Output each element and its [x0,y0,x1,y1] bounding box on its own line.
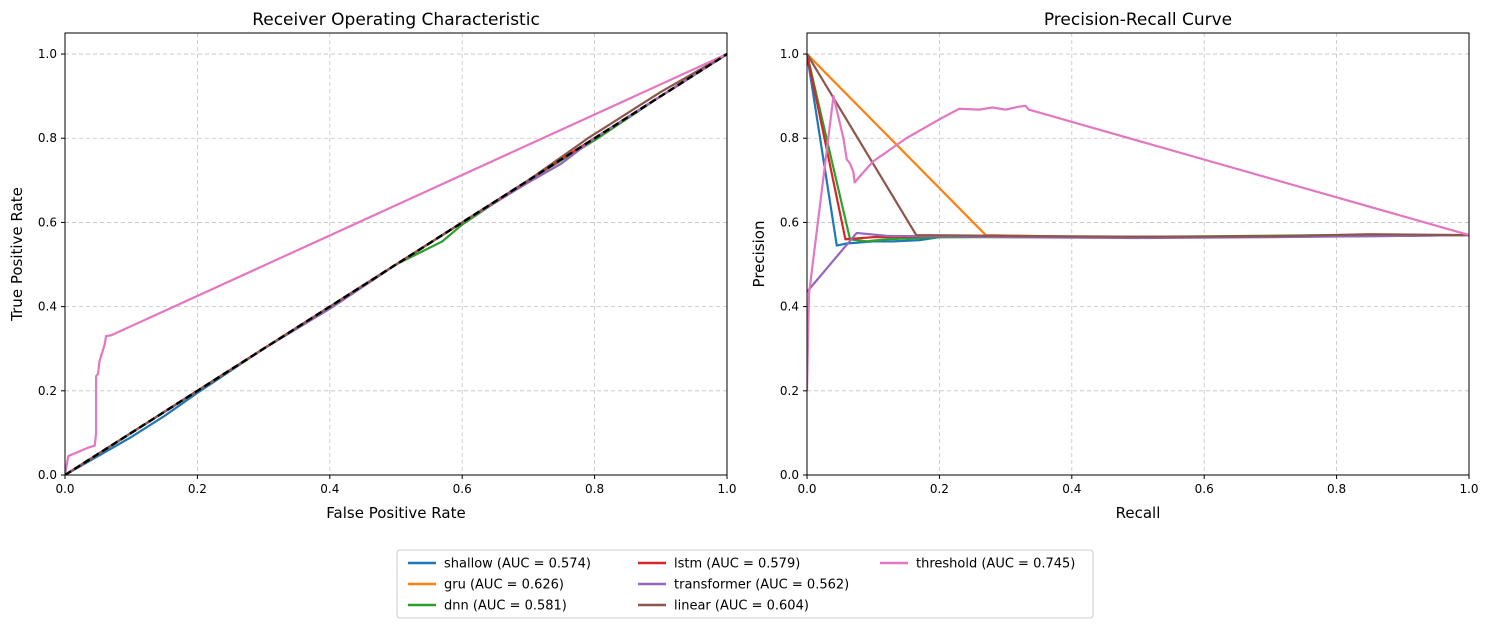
pr-y-axis-label: Precision [750,221,768,288]
pr-ytick-label: 0.2 [780,384,799,398]
pr-series-lstm [807,53,1469,241]
pr-series-linear [807,53,1469,238]
legend-label-gru: gru (AUC = 0.626) [444,578,564,593]
pr-xtick-label: 0.0 [797,482,816,496]
roc-series-baseline [65,53,727,475]
legend-item-dnn: dnn (AUC = 0.581) [408,599,567,614]
legend-label-threshold: threshold (AUC = 0.745) [916,557,1075,572]
roc-chart: 0.00.0 0.2 0.2 0.4 0.4 0.6 0.6 0.8 0.8 1.0 1.0 Rece… [8,10,737,522]
pr-axes-frame [806,32,1470,476]
roc-ytick-label: 0.2 [38,384,57,398]
pr-xtick-label: 0.4 [1062,482,1081,496]
pr-series-transformer [807,231,1469,293]
pr-xtick-label: 0.6 [1195,482,1214,496]
legend-label-dnn: dnn (AUC = 0.581) [444,599,567,614]
pr-ytick-label: 0.8 [780,131,799,145]
legend-item-lstm: lstm (AUC = 0.579) [638,557,800,572]
roc-xtick-label: 0.2 [188,482,207,496]
legend-item-linear: linear (AUC = 0.604) [638,599,809,614]
pr-ytick-label: 0.0 [780,468,799,482]
pr-ytick-label: 1.0 [780,47,799,61]
legend-item-threshold: threshold (AUC = 0.745) [880,557,1075,572]
roc-axes-frame [64,32,728,476]
pr-series-threshold [807,95,1469,391]
legend-label-shallow: shallow (AUC = 0.574) [444,557,591,572]
pr-series-dnn [807,53,1469,243]
roc-ytick-label: 0.4 [38,300,57,314]
pr-xtick-label: 1.0 [1459,482,1478,496]
roc-xtick-label: 0.4 [320,482,339,496]
pr-ytick-label: 0.4 [780,300,799,314]
roc-xtick-label: 0.0 [55,482,74,496]
pr-ytick-label: 0.6 [780,215,799,229]
roc-x-axis-label: False Positive Rate [326,504,465,522]
roc-ytick-label: 0.8 [38,131,57,145]
pr-xtick-label: 0.8 [1327,482,1346,496]
roc-xtick-label: 1.0 [717,482,736,496]
legend-label-linear: linear (AUC = 0.604) [674,599,809,614]
pr-xtick-label: 0.2 [930,482,949,496]
pr-series-gru [807,53,1469,238]
legend-box [396,549,1094,619]
legend-item-gru: gru (AUC = 0.626) [408,578,564,593]
roc-xtick-label: 0.8 [585,482,604,496]
legend-label-transformer: transformer (AUC = 0.562) [674,578,849,593]
pr-x-axis-label: Recall [1116,504,1161,522]
roc-y-axis-label: True Positive Rate [8,187,26,322]
legend-label-lstm: lstm (AUC = 0.579) [674,557,800,572]
pr-chart: 0.00.0 0.2 0.2 0.4 0.4 0.6 0.6 0.8 0.8 1.0 1.0 Prec… [750,10,1479,522]
pr-chart-title: Precision-Recall Curve [1044,10,1232,30]
roc-ytick-label: 0.6 [38,215,57,229]
roc-ytick-label: 1.0 [38,47,57,61]
legend-item-shallow: shallow (AUC = 0.574) [408,557,591,572]
roc-xtick-label: 0.6 [453,482,472,496]
roc-chart-title: Receiver Operating Characteristic [252,10,540,30]
legend-item-transformer: transformer (AUC = 0.562) [638,578,849,593]
legend: shallow (AUC = 0.574) gru (AUC = 0.626) dn… [396,549,1094,619]
roc-ytick-label: 0.0 [38,468,57,482]
roc-series-threshold [65,53,727,475]
